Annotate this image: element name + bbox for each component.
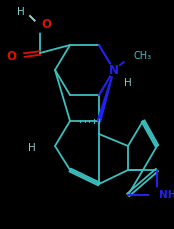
Circle shape (108, 64, 120, 76)
Circle shape (150, 188, 164, 202)
Circle shape (34, 20, 46, 32)
Text: H: H (124, 78, 132, 88)
Text: N: N (109, 63, 119, 76)
Circle shape (22, 8, 30, 16)
Text: H: H (17, 7, 25, 17)
Circle shape (34, 144, 42, 152)
Circle shape (118, 79, 126, 87)
Circle shape (11, 50, 23, 62)
Text: O: O (6, 49, 16, 63)
Text: NH: NH (159, 190, 174, 200)
Polygon shape (97, 70, 114, 122)
Text: H: H (28, 143, 36, 153)
Text: O: O (41, 17, 51, 30)
Text: CH₃: CH₃ (133, 51, 151, 61)
Circle shape (123, 48, 139, 64)
